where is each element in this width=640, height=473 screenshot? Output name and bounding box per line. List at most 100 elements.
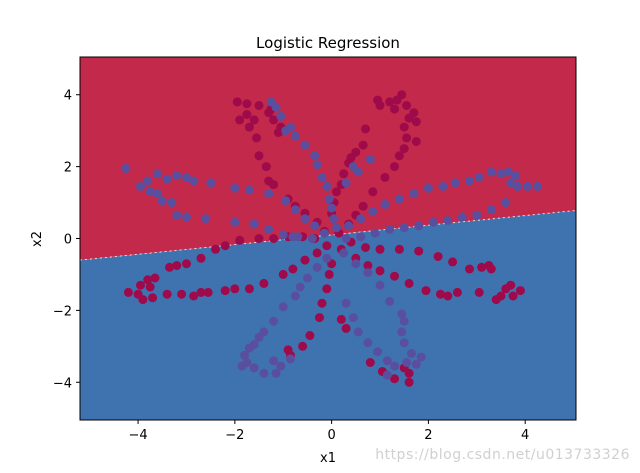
- data-point-class-1: [312, 262, 322, 272]
- data-point-class-1: [281, 126, 291, 136]
- data-point-class-1: [532, 181, 542, 191]
- data-point-class-1: [380, 199, 390, 209]
- data-point-class-0: [404, 377, 414, 387]
- data-point-class-0: [305, 331, 315, 340]
- y-tick-label: 2: [64, 161, 72, 176]
- data-point-class-1: [414, 221, 424, 231]
- x-tick-label: 0: [327, 428, 335, 443]
- data-point-class-1: [300, 140, 310, 150]
- data-point-class-1: [317, 172, 327, 182]
- data-point-class-1: [300, 214, 310, 224]
- data-point-class-0: [211, 244, 220, 254]
- y-tick-label: 0: [64, 233, 72, 248]
- data-point-class-0: [486, 264, 496, 274]
- data-point-class-0: [254, 151, 264, 161]
- data-point-class-0: [273, 128, 283, 137]
- data-point-class-0: [317, 298, 327, 308]
- data-point-class-0: [324, 269, 334, 279]
- data-point-class-0: [300, 255, 310, 265]
- data-point-class-0: [339, 169, 349, 179]
- data-point-class-0: [235, 235, 245, 245]
- data-point-class-1: [307, 234, 317, 243]
- data-point-class-0: [203, 287, 213, 297]
- data-point-class-0: [390, 104, 399, 114]
- data-point-class-0: [474, 287, 484, 297]
- data-point-class-0: [363, 261, 373, 270]
- data-point-class-1: [370, 228, 380, 238]
- data-point-class-0: [414, 246, 424, 256]
- data-point-class-0: [394, 244, 404, 254]
- data-point-class-0: [380, 172, 390, 182]
- watermark: https://blog.csdn.net/u013733326: [375, 447, 630, 463]
- data-point-class-0: [399, 122, 409, 132]
- data-point-class-0: [259, 278, 269, 288]
- upper-decision-region: [80, 57, 576, 261]
- data-point-class-1: [271, 368, 281, 378]
- data-point-class-1: [121, 163, 131, 173]
- data-point-class-0: [465, 264, 474, 274]
- data-point-class-0: [390, 374, 399, 384]
- data-point-class-1: [310, 151, 320, 161]
- data-point-class-0: [196, 253, 206, 263]
- data-point-class-1: [363, 338, 373, 348]
- data-point-class-1: [319, 228, 329, 238]
- data-point-class-0: [269, 115, 279, 125]
- data-point-class-0: [452, 287, 462, 297]
- data-point-class-0: [508, 291, 518, 301]
- data-point-class-0: [254, 234, 264, 243]
- data-point-class-0: [368, 187, 378, 197]
- data-point-class-1: [351, 259, 361, 269]
- data-point-class-1: [450, 178, 460, 188]
- data-point-class-1: [332, 223, 341, 233]
- x-tick-label: −2: [225, 428, 244, 443]
- data-point-class-0: [182, 259, 191, 269]
- data-point-class-1: [152, 169, 162, 179]
- data-point-class-1: [249, 219, 259, 229]
- decision-boundary-line: [79, 209, 577, 261]
- data-point-class-0: [123, 287, 133, 297]
- data-point-class-1: [353, 327, 363, 337]
- data-point-class-1: [322, 253, 332, 263]
- data-point-class-0: [242, 99, 252, 109]
- data-point-class-1: [230, 183, 240, 193]
- data-point-class-0: [148, 293, 158, 303]
- data-point-class-0: [312, 248, 322, 258]
- data-point-class-1: [290, 205, 300, 215]
- data-point-class-1: [496, 169, 506, 179]
- data-point-class-1: [290, 131, 300, 141]
- data-point-class-1: [385, 296, 395, 306]
- data-point-class-1: [457, 212, 467, 222]
- data-point-class-1: [157, 196, 167, 206]
- data-point-class-0: [254, 101, 264, 110]
- data-point-class-0: [448, 257, 458, 267]
- data-point-class-0: [515, 286, 525, 296]
- data-point-class-1: [264, 189, 274, 199]
- x-axis-label: x1: [320, 451, 336, 466]
- data-point-class-0: [421, 286, 431, 296]
- data-point-class-1: [513, 181, 523, 191]
- data-point-class-1: [474, 172, 484, 182]
- data-point-class-0: [365, 358, 375, 367]
- data-point-class-0: [375, 244, 385, 254]
- data-point-class-1: [259, 368, 269, 378]
- data-point-class-1: [397, 309, 407, 319]
- data-point-class-0: [402, 133, 412, 143]
- data-point-class-0: [375, 266, 385, 276]
- data-point-class-1: [201, 214, 211, 224]
- data-point-class-1: [399, 223, 409, 233]
- data-point-class-0: [496, 291, 506, 301]
- data-point-class-0: [358, 140, 368, 150]
- data-point-class-1: [322, 181, 332, 191]
- axis-ticks: −4 −2 0 2 4 −4 −2 0 2 4: [53, 89, 530, 443]
- data-point-class-1: [363, 268, 373, 278]
- x-tick-label: 2: [424, 428, 432, 443]
- data-point-class-1: [503, 167, 513, 177]
- y-axis-label: x2: [30, 231, 45, 247]
- data-point-class-0: [269, 180, 279, 190]
- data-point-class-1: [394, 194, 404, 204]
- data-point-class-1: [402, 358, 412, 367]
- data-point-class-0: [392, 95, 402, 105]
- data-point-class-1: [271, 102, 281, 112]
- data-point-class-0: [433, 252, 443, 261]
- data-point-class-1: [344, 221, 354, 231]
